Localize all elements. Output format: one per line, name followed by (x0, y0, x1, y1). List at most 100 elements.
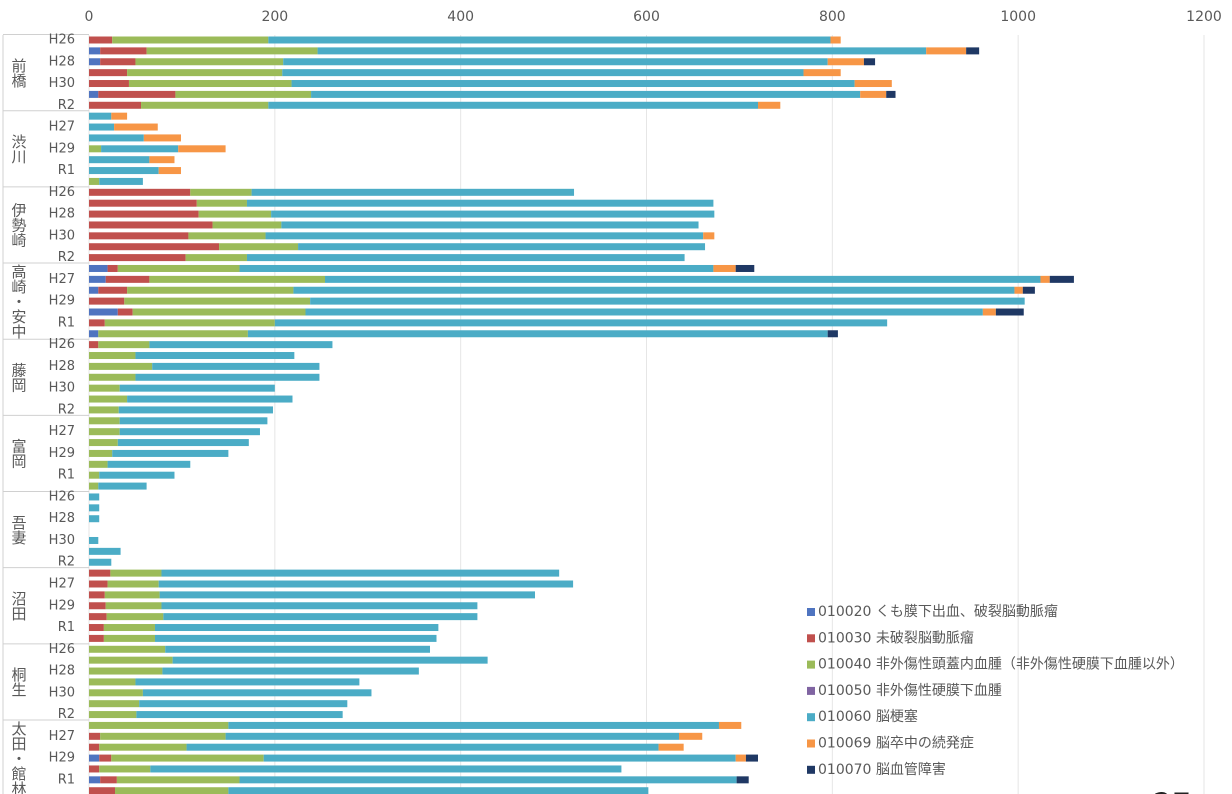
y-tick-label: R2 (58, 402, 75, 417)
y-tick-label: H27 (49, 424, 75, 439)
bar-segment (89, 286, 99, 294)
bar-segment (263, 754, 736, 762)
bar-segment (136, 711, 343, 719)
bar-segment (89, 373, 136, 381)
legend-label: 010050 非外傷性硬膜下血腫 (818, 683, 1002, 699)
bar-segment (146, 47, 318, 55)
bar-segment (274, 319, 888, 327)
y-tick-label: H27 (49, 272, 75, 287)
bar-segment (745, 754, 758, 762)
bar-segment (283, 58, 828, 66)
bar-segment (89, 101, 142, 109)
group-label: 桐生 (10, 667, 28, 697)
bar-segment (98, 482, 147, 490)
bar-segment (119, 417, 268, 425)
bar-segment (735, 754, 746, 762)
bar-segment (1022, 286, 1035, 294)
bar-segment (89, 254, 186, 262)
bar-segment (89, 308, 118, 316)
bar-segment (291, 80, 855, 88)
bar-segment (98, 341, 150, 349)
y-tick-label: R2 (58, 707, 75, 722)
bar-segment (190, 188, 252, 196)
bar-segment (803, 69, 841, 77)
bar-segment (827, 330, 838, 338)
bar-segment (89, 352, 136, 360)
bar-segment (265, 232, 704, 240)
y-tick-label: H26 (49, 185, 75, 200)
bar-segment (247, 330, 828, 338)
bar-segment (995, 308, 1024, 316)
legend-label: 010030 未破裂脳動脈瘤 (818, 629, 974, 646)
bar-segment (161, 602, 478, 610)
bar-segment (758, 101, 781, 109)
bars-layer (89, 36, 1074, 794)
bar-segment (132, 308, 306, 316)
bar-segment (89, 765, 100, 773)
bar-segment (141, 101, 269, 109)
legend: 010020 くも膜下出血、破裂脳動脈瘤 010030 未破裂脳動脈瘤 010040… (807, 603, 1184, 778)
y-tick-label: H28 (49, 664, 75, 679)
bar-segment (116, 776, 240, 784)
bar-segment (246, 199, 714, 207)
bar-segment (89, 330, 99, 338)
bar-segment (212, 221, 282, 229)
bar-segment (219, 243, 299, 251)
bar-segment (186, 743, 659, 751)
bar-segment (89, 493, 100, 501)
bar-segment (98, 330, 248, 338)
bar-segment (298, 243, 706, 251)
y-tick-label: H29 (49, 446, 75, 461)
bar-segment (89, 504, 100, 512)
legend-swatch (807, 739, 815, 748)
x-tick-label: 200 (261, 9, 288, 25)
bar-segment (89, 743, 100, 751)
bar-segment (658, 743, 684, 751)
y-tick-label: R1 (58, 620, 75, 635)
bar-segment (89, 428, 120, 436)
bar-segment (89, 645, 166, 653)
bar-segment (1049, 275, 1074, 283)
bar-segment (89, 591, 105, 599)
bar-segment (89, 395, 128, 403)
bar-segment (239, 264, 714, 272)
bar-segment (89, 558, 112, 566)
bar-segment (89, 667, 163, 675)
bar-segment (89, 569, 111, 577)
group-label: 伊勢崎 (10, 202, 28, 247)
group-label: 吾妻 (10, 515, 28, 546)
y-tick-label: H30 (49, 76, 75, 91)
bar-segment (107, 264, 118, 272)
x-tick-label: 1200 (1186, 9, 1222, 25)
bar-segment (886, 90, 896, 98)
bar-segment (89, 536, 99, 544)
bar-segment (105, 275, 150, 283)
bar-segment (736, 776, 749, 784)
bar-segment (860, 90, 887, 98)
bar-segment (89, 656, 173, 664)
bar-segment (104, 319, 275, 327)
bar-segment (89, 243, 220, 251)
bar-segment (110, 569, 162, 577)
y-tick-label: H29 (49, 141, 75, 156)
bar-segment (89, 210, 199, 218)
bar-segment (103, 634, 155, 642)
x-tick-label: 800 (819, 9, 846, 25)
bar-segment (89, 700, 140, 708)
legend-label: 010040 非外傷性頭蓋内血腫（非外傷性硬膜下血腫以外） (818, 657, 1184, 673)
bar-segment (196, 199, 247, 207)
bar-segment (165, 645, 431, 653)
bar-segment (89, 232, 189, 240)
bar-segment (159, 591, 535, 599)
bar-segment (89, 341, 99, 349)
bar-segment (89, 417, 120, 425)
bar-segment (118, 406, 273, 414)
x-tick-label: 600 (633, 9, 660, 25)
bar-segment (105, 602, 162, 610)
bar-segment (89, 580, 108, 588)
bar-segment (827, 58, 864, 66)
bar-segment (100, 58, 136, 66)
legend-swatch (807, 686, 815, 695)
bar-segment (117, 308, 133, 316)
bar-segment (117, 439, 249, 447)
